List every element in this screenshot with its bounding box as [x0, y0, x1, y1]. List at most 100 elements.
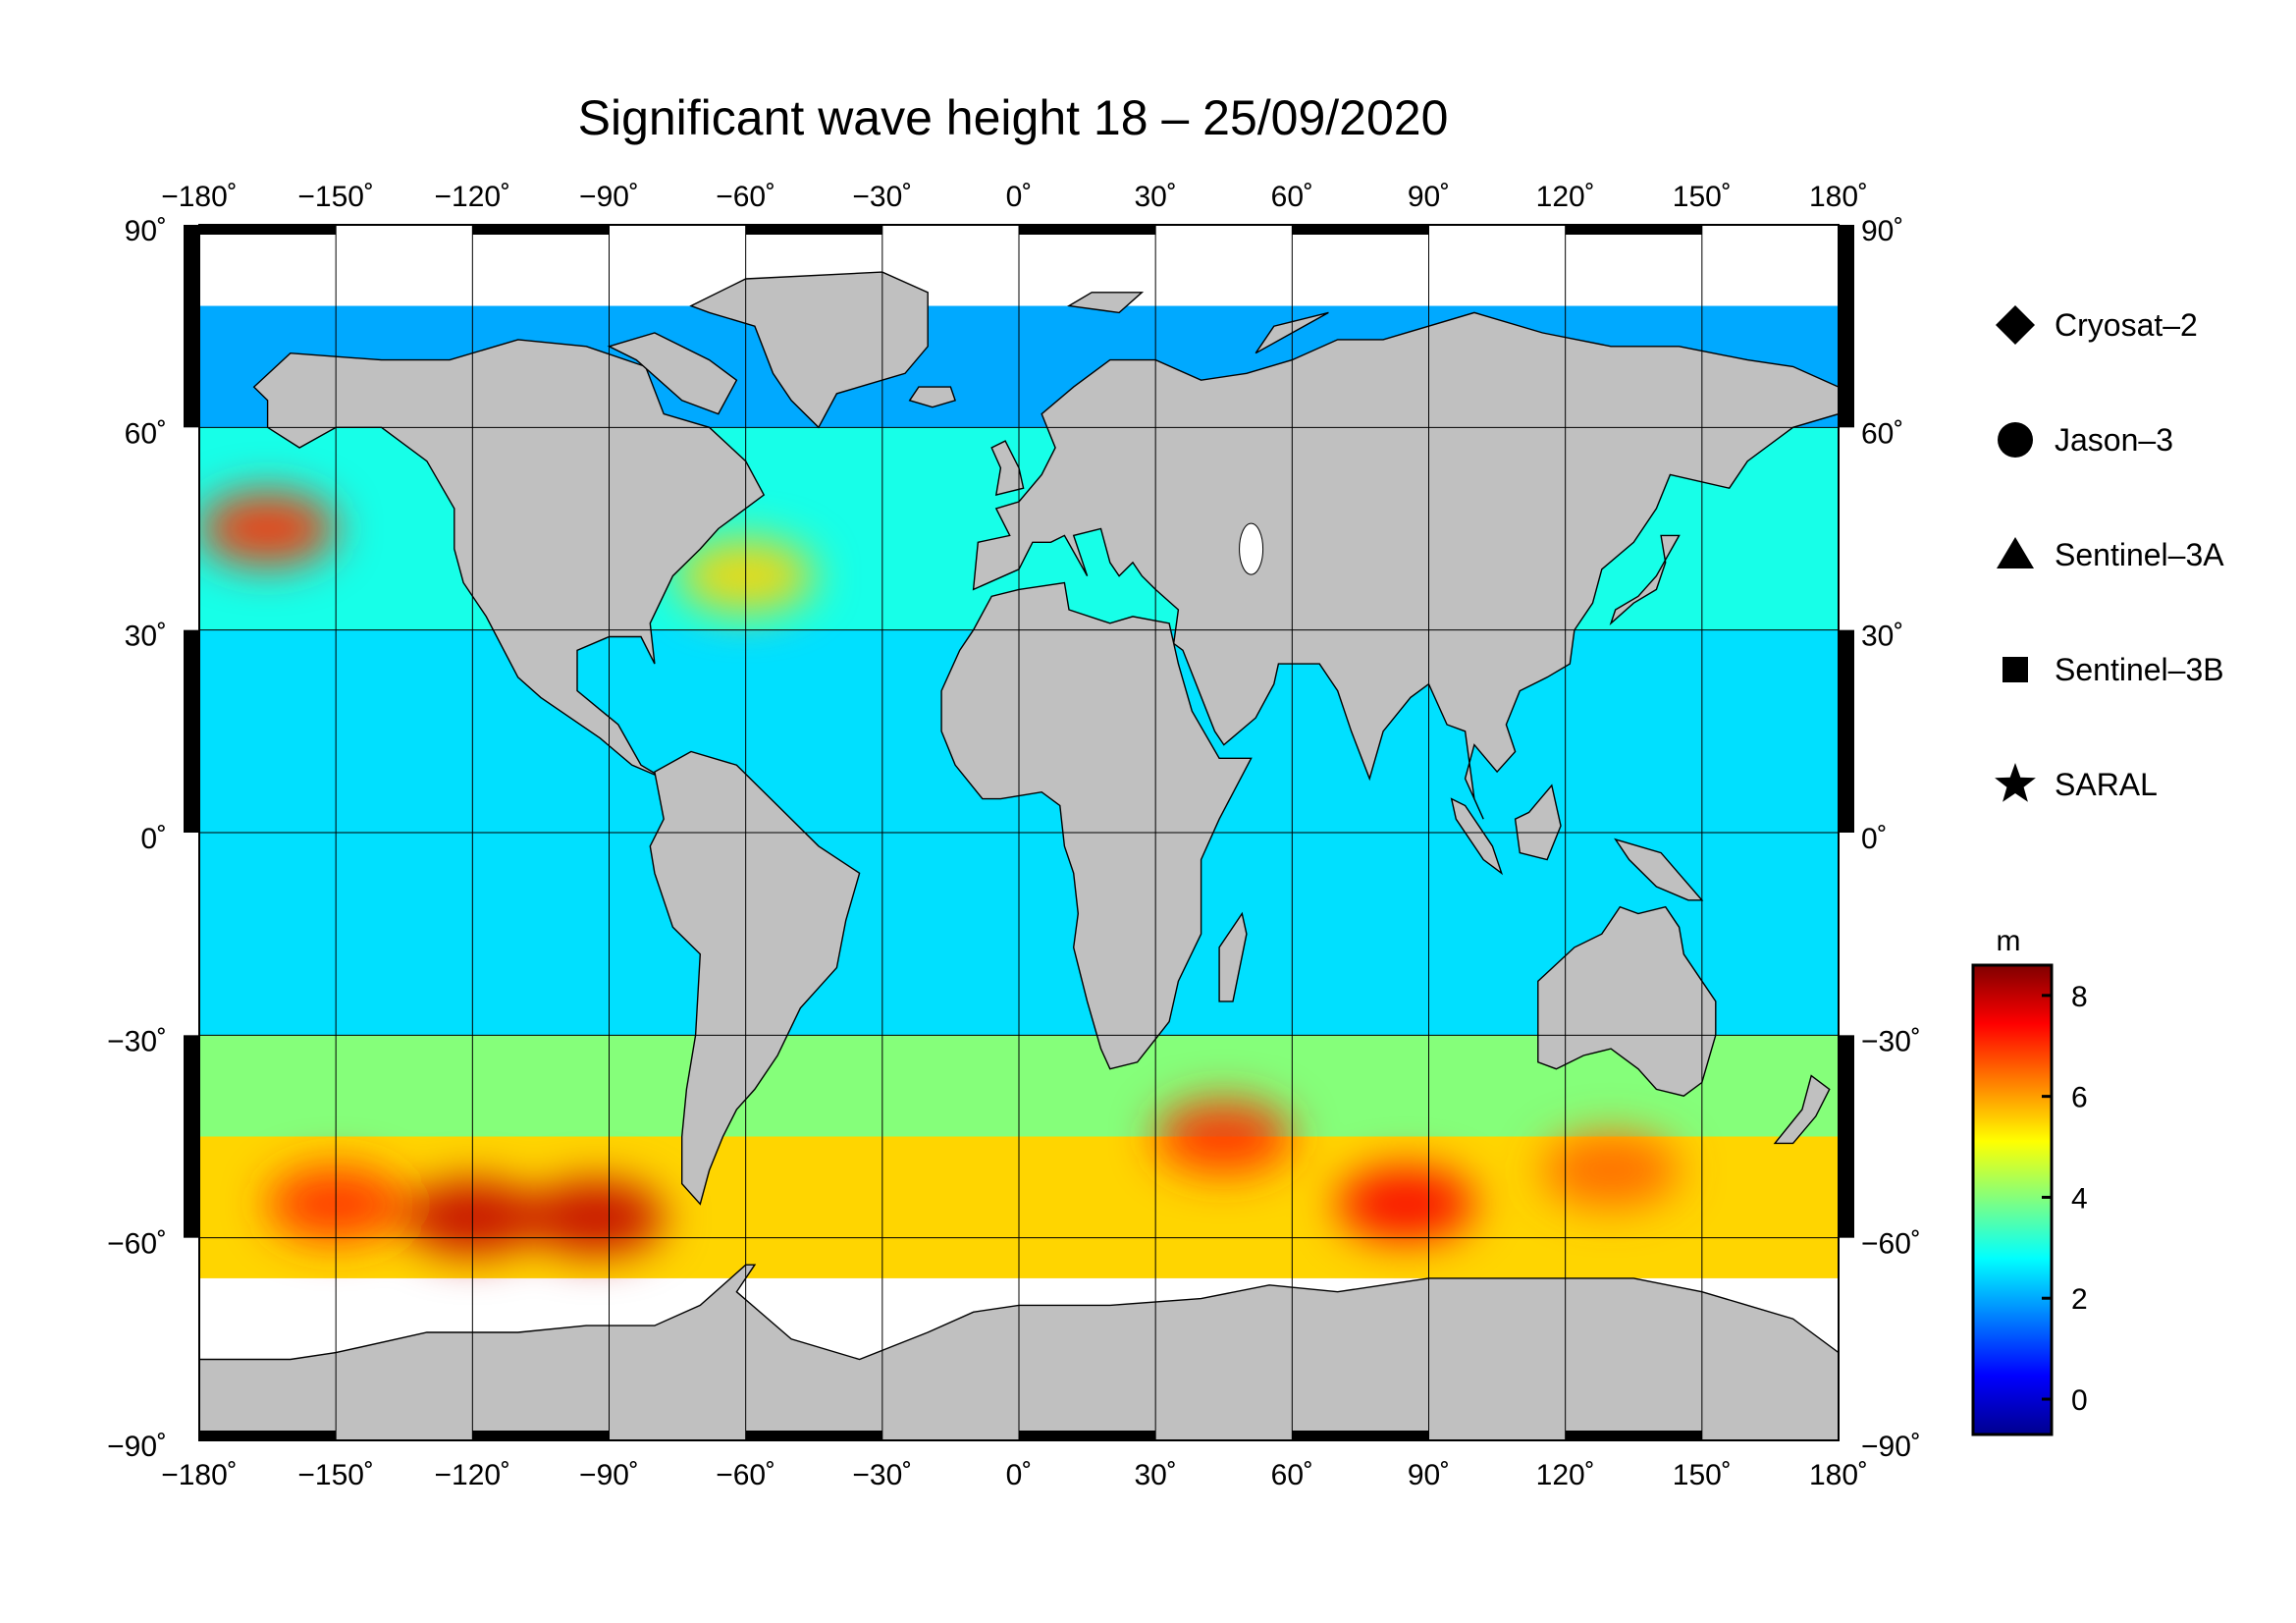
- land-indonesia-borneo: [1514, 784, 1562, 861]
- lon-tick-label-bottom: 120˚: [1536, 1459, 1595, 1491]
- land-indonesia-sumatra: [1450, 797, 1504, 876]
- storm-region: [1337, 1166, 1475, 1242]
- legend-item: Cryosat–2: [1996, 305, 2198, 345]
- lat-tick-label-left: −30˚: [107, 1025, 167, 1057]
- frame-bar-bottom: [745, 1431, 882, 1440]
- star-icon: [1995, 763, 2036, 802]
- frame-bar-bottom: [472, 1431, 610, 1440]
- colorbar-tick-label: 8: [2071, 981, 2088, 1013]
- colorbar-unit: m: [1997, 925, 2021, 957]
- lon-tick-label-top: −30˚: [852, 181, 912, 213]
- lon-tick-label-bottom: 0˚: [1006, 1459, 1033, 1491]
- colorbar-tick-label: 4: [2071, 1182, 2088, 1215]
- frame-bars: [184, 225, 1854, 1440]
- storm-region: [199, 491, 337, 567]
- lon-tick-label-top: 120˚: [1536, 181, 1595, 213]
- land-iceland: [908, 386, 956, 408]
- lat-tick-label-right: 30˚: [1861, 621, 1903, 653]
- colorbar-tick-label: 6: [2071, 1082, 2088, 1114]
- frame-bar-bottom: [199, 1431, 337, 1440]
- land-svalbard: [1066, 292, 1145, 314]
- lon-tick-label-bottom: −180˚: [161, 1459, 238, 1491]
- lat-tick-label-left: 60˚: [125, 417, 167, 450]
- satellite-legend: Cryosat–2 Jason–3 Sentinel–3A Sentinel–3B SA…: [1995, 305, 2224, 802]
- storm-regions: [199, 491, 1681, 1256]
- legend-item: Sentinel–3B: [2002, 652, 2224, 687]
- lat-tick-label-right: −60˚: [1861, 1228, 1921, 1261]
- lon-tick-label-top: 30˚: [1134, 181, 1176, 213]
- lon-tick-label-bottom: 180˚: [1809, 1459, 1868, 1491]
- lat-tick-label-left: 30˚: [125, 621, 167, 653]
- lat-tick-label-left: 90˚: [125, 215, 167, 247]
- land-new-zealand: [1773, 1074, 1831, 1145]
- frame-bar-left: [184, 225, 199, 428]
- frame-bar-right: [1839, 1035, 1854, 1238]
- lon-tick-label-bottom: 30˚: [1134, 1459, 1176, 1491]
- map-title: Significant wave height 18 – 25/09/2020: [578, 90, 1449, 145]
- colorbar: m 0 2 4 6 8: [1971, 925, 2088, 1436]
- storm-region: [1542, 1132, 1681, 1208]
- legend-label: Sentinel–3A: [2055, 537, 2224, 572]
- land-uk: [990, 440, 1025, 497]
- frame-bar-top: [199, 225, 337, 235]
- land-novaya-zemlya: [1255, 311, 1329, 354]
- storm-region: [526, 1180, 665, 1256]
- lat-tick-label-left: −90˚: [107, 1431, 167, 1463]
- lon-tick-label-bottom: 90˚: [1408, 1459, 1450, 1491]
- legend-label: SARAL: [2055, 767, 2158, 802]
- legend-label: Sentinel–3B: [2055, 652, 2224, 687]
- land-baffin-island: [607, 332, 738, 415]
- legend-item: Jason–3: [1998, 422, 2173, 458]
- frame-bar-top: [1565, 225, 1702, 235]
- frame-bar-bottom: [1292, 1431, 1429, 1440]
- lon-tick-label-bottom: −150˚: [297, 1459, 374, 1491]
- legend-item: SARAL: [1995, 763, 2158, 802]
- circle-icon: [1998, 422, 2033, 458]
- lat-tick-label-right: 60˚: [1861, 417, 1903, 450]
- legend-item: Sentinel–3A: [1997, 537, 2224, 572]
- lat-tick-label-right: 90˚: [1861, 215, 1903, 247]
- storm-region: [1154, 1099, 1293, 1174]
- colorbar-tick-label: 0: [2071, 1384, 2088, 1417]
- lon-tick-label-bottom: −30˚: [852, 1459, 912, 1491]
- lat-tick-label-right: 0˚: [1861, 823, 1888, 855]
- land-japan: [1609, 534, 1681, 626]
- colorbar-ticks: 0 2 4 6 8: [2042, 981, 2088, 1417]
- lon-tick-label-top: −180˚: [161, 181, 238, 213]
- frame-bar-top: [1292, 225, 1429, 235]
- lon-tick-label-top: 180˚: [1809, 181, 1868, 213]
- triangle-icon: [1997, 537, 2034, 568]
- frame-bar-top: [472, 225, 610, 235]
- lon-tick-label-top: −150˚: [297, 181, 374, 213]
- lon-tick-label-top: −60˚: [716, 181, 775, 213]
- land-madagascar: [1218, 911, 1248, 1002]
- legend-label: Jason–3: [2055, 422, 2173, 458]
- frame-bar-left: [184, 629, 199, 833]
- frame-bar-right: [1839, 629, 1854, 833]
- colorbar-ramp: [1971, 963, 2054, 1436]
- lon-tick-label-bottom: −90˚: [579, 1459, 639, 1491]
- lon-tick-label-top: 0˚: [1006, 181, 1033, 213]
- axis-tick-labels: −180˚ −180˚ −150˚ −150˚ −120˚ −120˚ −90˚ −90˚ −6…: [107, 181, 1921, 1491]
- frame-bar-bottom: [1565, 1431, 1702, 1440]
- caspian-sea: [1239, 522, 1264, 575]
- frame-bar-right: [1839, 225, 1854, 428]
- lon-tick-label-top: 150˚: [1673, 181, 1732, 213]
- legend-label: Cryosat–2: [2055, 307, 2198, 343]
- land-south-america: [649, 750, 861, 1206]
- colorbar-tick-label: 2: [2071, 1283, 2088, 1316]
- diamond-icon: [1996, 305, 2035, 345]
- lat-tick-label-left: 0˚: [140, 823, 167, 855]
- land-new-guinea: [1614, 838, 1704, 901]
- lat-tick-label-right: −90˚: [1861, 1431, 1921, 1463]
- graticule: [199, 225, 1839, 1440]
- lon-tick-label-bottom: 60˚: [1271, 1459, 1313, 1491]
- lon-tick-label-top: 60˚: [1271, 181, 1313, 213]
- lon-tick-label-bottom: −60˚: [716, 1459, 775, 1491]
- frame-bar-top: [1019, 225, 1156, 235]
- land-north-america: [252, 339, 766, 780]
- lon-tick-label-top: 90˚: [1408, 181, 1450, 213]
- frame-bar-left: [184, 1035, 199, 1238]
- lon-tick-label-bottom: 150˚: [1673, 1459, 1732, 1491]
